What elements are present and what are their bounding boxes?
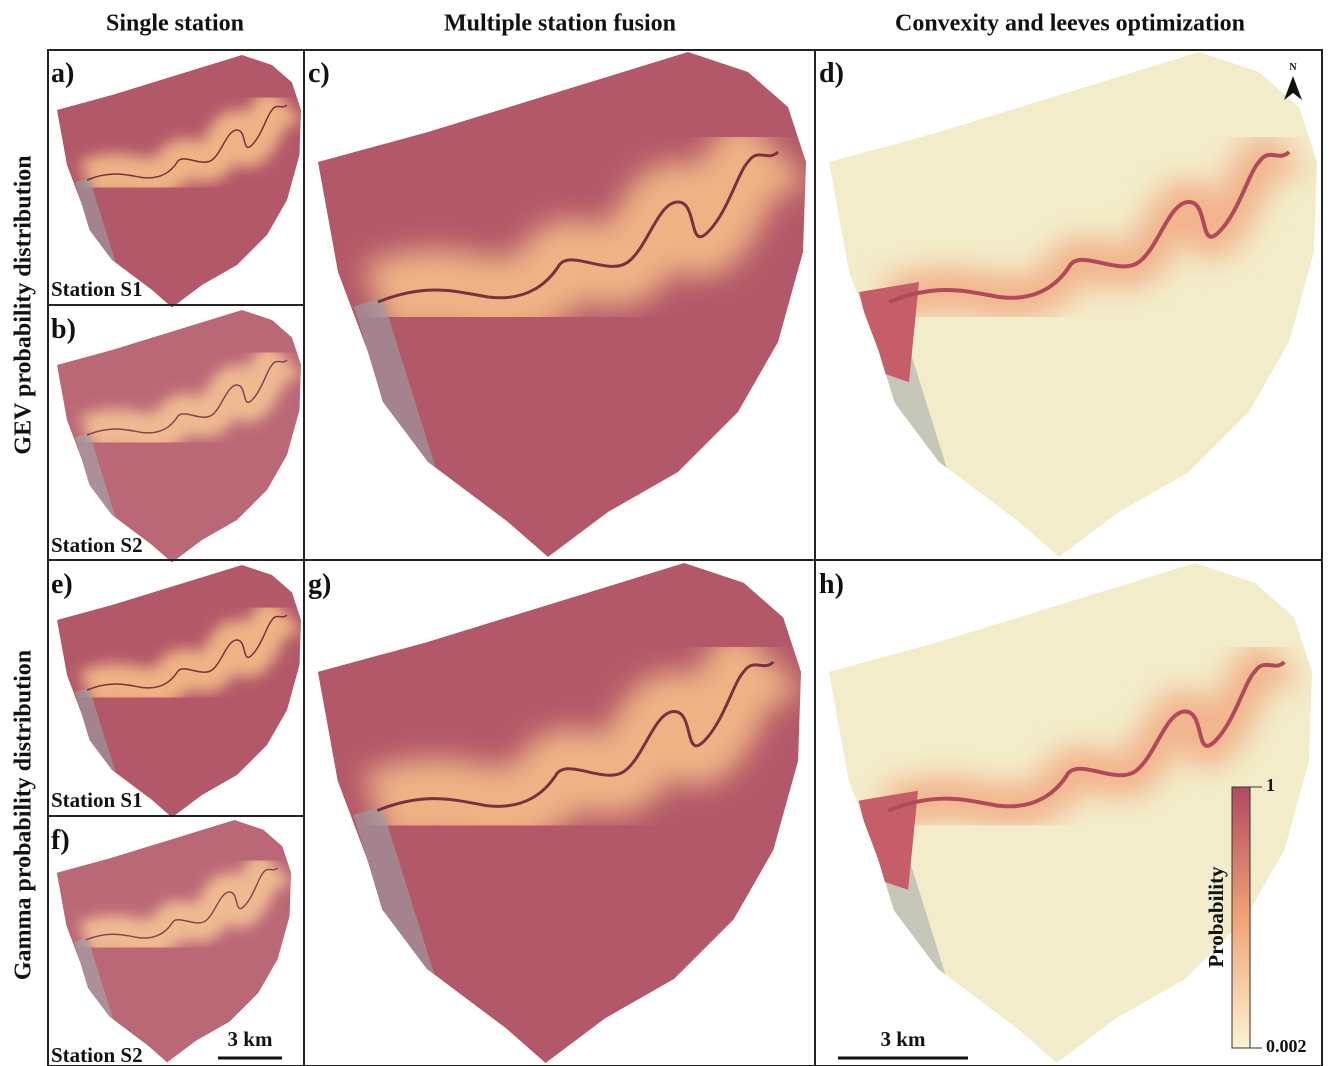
row-label: GEV probability distribution xyxy=(11,155,37,454)
scale-bar-label: 3 km xyxy=(228,1027,273,1051)
colorbar-tick-label: 1 xyxy=(1266,775,1275,795)
station-label: Station S1 xyxy=(51,277,143,301)
panel-label: g) xyxy=(308,569,331,600)
panel-label: h) xyxy=(819,569,844,600)
north-arrow-label: N xyxy=(1289,62,1297,73)
row-label: Gamma probability distribution xyxy=(11,650,37,980)
column-header: Multiple station fusion xyxy=(444,11,676,37)
panel-label: b) xyxy=(51,314,76,345)
panel-label: c) xyxy=(308,58,330,89)
column-header: Convexity and leeves optimization xyxy=(895,11,1245,37)
figure: Single station Multiple station fusion C… xyxy=(0,0,1333,1066)
column-header: Single station xyxy=(106,11,244,37)
colorbar-tick-label: 0.002 xyxy=(1266,1036,1307,1056)
panel-label: f) xyxy=(51,825,70,856)
station-label: Station S2 xyxy=(51,533,143,557)
map xyxy=(57,565,301,818)
map xyxy=(829,52,1317,557)
colorbar xyxy=(1232,787,1250,1048)
colorbar-title: Probability xyxy=(1204,866,1228,968)
panel-label: e) xyxy=(51,569,73,600)
station-label: Station S1 xyxy=(51,788,143,812)
map xyxy=(57,55,301,308)
scale-bar-label: 3 km xyxy=(881,1027,926,1051)
map xyxy=(318,52,806,557)
station-label: Station S2 xyxy=(51,1043,143,1066)
panel-label: d) xyxy=(819,58,844,89)
panel-label: a) xyxy=(51,58,74,89)
map xyxy=(318,563,801,1063)
north-arrow xyxy=(1284,76,1302,100)
map xyxy=(57,310,301,563)
